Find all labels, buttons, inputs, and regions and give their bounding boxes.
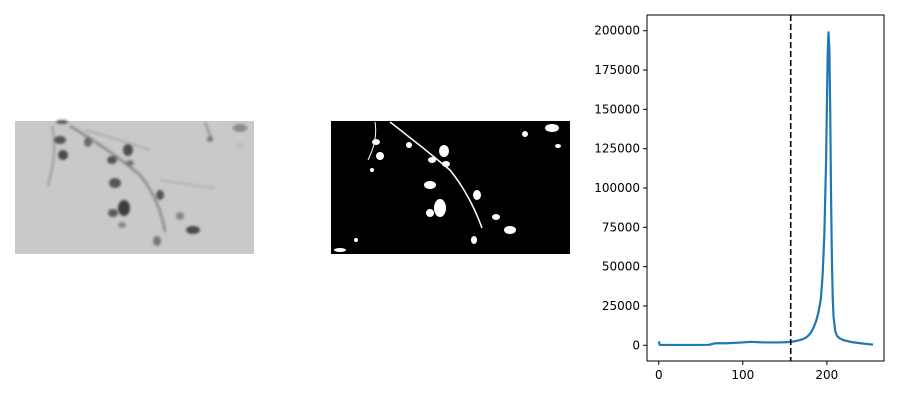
y-tick-label: 25000 <box>602 299 640 313</box>
binary-image-features <box>334 121 561 252</box>
grayscale-image-panel <box>15 120 254 254</box>
y-axis-ticks: 0 25000 50000 75000 100000 125000 150000 175000… <box>594 24 647 352</box>
y-tick-label: 150000 <box>594 102 640 116</box>
y-tick-label: 175000 <box>594 63 640 77</box>
plot-area-frame <box>646 14 885 362</box>
binary-image-panel <box>331 121 570 254</box>
y-tick-label: 200000 <box>594 24 640 38</box>
grayscale-image-background <box>15 121 254 254</box>
y-tick-label: 0 <box>632 338 640 352</box>
plot-lines <box>657 15 874 361</box>
histogram-chart: 0 25000 50000 75000 100000 125000 150000 175000… <box>594 14 885 382</box>
x-tick-label: 100 <box>731 368 754 382</box>
histogram-series-line <box>657 31 874 347</box>
x-tick-label: 0 <box>655 368 663 382</box>
y-tick-label: 125000 <box>594 142 640 156</box>
grayscale-image-features <box>47 120 247 246</box>
binary-image-background <box>331 121 570 254</box>
y-tick-label: 100000 <box>594 181 640 195</box>
y-tick-label: 75000 <box>602 220 640 234</box>
y-tick-label: 50000 <box>602 260 640 274</box>
x-axis-ticks: 0 100 200 <box>655 361 838 382</box>
x-tick-label: 200 <box>815 368 838 382</box>
